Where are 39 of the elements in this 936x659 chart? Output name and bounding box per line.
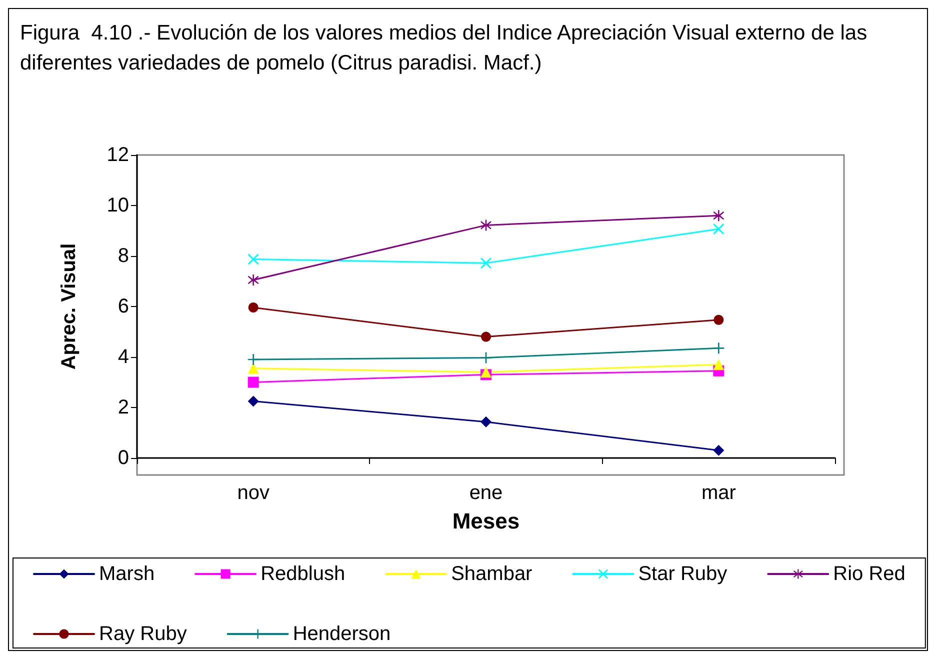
point (248, 274, 259, 286)
point (480, 416, 492, 428)
legend-label: Henderson (292, 623, 391, 645)
point (480, 352, 492, 364)
legend-label: Ray Ruby (99, 623, 187, 645)
y-tick-label: 8 (118, 245, 129, 267)
point (713, 210, 724, 222)
y-tick-label: 12 (106, 144, 129, 166)
point (248, 376, 259, 388)
x-axis-title: Meses (452, 508, 520, 534)
point (713, 359, 724, 370)
point (480, 366, 492, 378)
point (480, 258, 492, 269)
chart-title: Figura 4.10 .- Evolución de los valores medios del Indice Apreciación Visual externo de las diferentes variedades de pomelo (Citrus paradisi. Macf.) (20, 22, 873, 74)
point (713, 342, 724, 354)
point (248, 396, 259, 407)
legend-label: Marsh (99, 563, 155, 585)
point (713, 444, 724, 456)
y-tick-label: 2 (118, 396, 129, 418)
x-tick-label: mar (701, 482, 736, 504)
y-axis-title: Aprec. Visual (58, 243, 80, 370)
point (713, 223, 724, 234)
legend-label: Rio Red (833, 563, 906, 585)
y-tick-label: 0 (118, 447, 129, 469)
y-tick-label: 4 (118, 346, 129, 368)
legend-label: Shambar (451, 563, 533, 585)
x-tick-label: ene (469, 482, 503, 504)
legend-label: Star Ruby (638, 563, 728, 585)
y-tick-label: 10 (106, 194, 129, 216)
x-tick-label: nov (237, 482, 270, 504)
legend-label: Redblush (260, 563, 346, 585)
point (248, 354, 259, 366)
point (248, 302, 258, 313)
point (480, 220, 492, 231)
point (714, 314, 724, 325)
point (481, 332, 491, 342)
point (248, 254, 259, 265)
point (248, 362, 259, 374)
y-tick-label: 6 (118, 296, 129, 318)
